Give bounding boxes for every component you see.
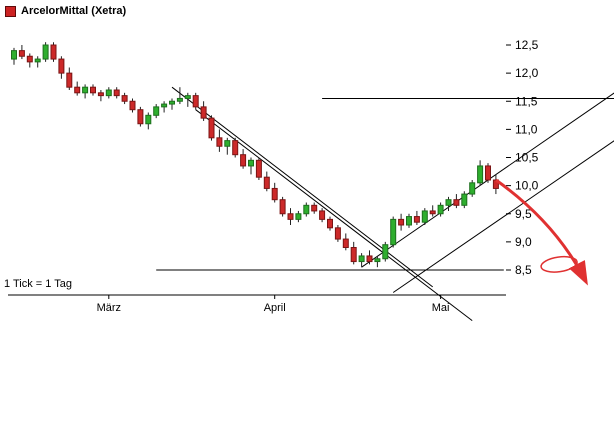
candle-body-down <box>113 89 120 97</box>
candle-body-down <box>137 109 144 125</box>
highlight-ellipse <box>540 255 578 273</box>
candle-body-up <box>105 89 112 97</box>
candle-body-up <box>477 165 484 184</box>
candle-body-up <box>461 193 468 206</box>
x-axis-label: März <box>97 302 121 314</box>
candle-body-up <box>82 86 89 94</box>
candle-body-down <box>255 159 262 178</box>
candle-body-down <box>398 218 405 226</box>
candle-body-down <box>129 100 136 111</box>
y-axis-label: 12,0 <box>515 66 539 80</box>
candle-body-down <box>121 95 128 102</box>
candle-body-up <box>295 213 302 220</box>
candle-body-up <box>248 159 254 167</box>
candle-body-down <box>279 199 286 215</box>
candle-body-down <box>342 238 349 248</box>
y-axis-label: 11,5 <box>515 94 538 108</box>
y-axis-label: 10,0 <box>515 179 539 193</box>
candle-body-down <box>18 50 25 57</box>
candle-body-down <box>453 199 460 206</box>
candle-body-up <box>34 58 41 63</box>
candle-body-up <box>437 204 444 215</box>
candle-body-down <box>50 44 57 60</box>
candle-body-down <box>413 216 420 223</box>
candle-body-down <box>311 204 318 212</box>
projection-arrow <box>495 178 588 286</box>
candle-body-down <box>319 210 326 220</box>
trendline <box>171 86 434 288</box>
candle-body-down <box>192 95 199 108</box>
candle-body-down <box>200 106 207 119</box>
candle-body-up <box>469 182 476 195</box>
candle-body-up <box>11 50 17 60</box>
candle-body-up <box>390 218 397 246</box>
candle-body-down <box>350 247 357 263</box>
candle-body-up <box>42 44 49 60</box>
candle-body-down <box>271 187 278 201</box>
candle-body-down <box>240 154 247 167</box>
tick-interval-note: 1 Tick = 1 Tag <box>4 278 72 290</box>
candle-body-up <box>445 199 452 206</box>
y-axis-label: 9,0 <box>515 235 532 249</box>
y-axis-label: 12,5 <box>515 38 539 52</box>
candle-body-up <box>358 255 365 263</box>
candle-body-up <box>176 97 183 102</box>
candle-body-up <box>224 140 231 147</box>
candle-body-up <box>406 216 412 226</box>
candle-body-down <box>90 86 96 94</box>
candle-body-down <box>97 92 104 97</box>
candle-body-down <box>26 55 33 63</box>
y-axis-label: 9,5 <box>515 207 532 221</box>
trendline <box>195 109 473 322</box>
candle-body-down <box>287 213 294 220</box>
candle-body-up <box>374 258 381 263</box>
candle-body-up <box>145 114 152 125</box>
candle-body-down <box>485 165 491 181</box>
candle-body-up <box>184 95 191 99</box>
candle-body-up <box>169 100 175 105</box>
candle-body-up <box>303 204 310 215</box>
candle-body-down <box>74 86 81 94</box>
candle-body-down <box>263 176 270 189</box>
y-axis-label: 8,5 <box>515 263 532 277</box>
x-axis-label: April <box>264 302 286 314</box>
candle-body-down <box>366 255 373 263</box>
candle-body-up <box>161 103 168 108</box>
chart-title: ArcelorMittal (Xetra) <box>21 5 127 17</box>
y-axis-label: 10,5 <box>515 151 539 165</box>
candle-body-down <box>66 72 73 88</box>
candle-body-up <box>421 210 428 223</box>
candle-body-down <box>429 210 436 215</box>
chart-header: ArcelorMittal (Xetra) <box>5 5 126 17</box>
candle-body-up <box>382 244 389 260</box>
candle-body-down <box>216 137 223 147</box>
candle-body-up <box>153 106 160 116</box>
candle-body-down <box>232 140 239 156</box>
candle-body-down <box>58 58 65 74</box>
x-axis-label: Mai <box>432 302 450 314</box>
y-axis-label: 11,0 <box>515 122 538 136</box>
candle-body-down <box>334 227 341 240</box>
trendline <box>392 140 614 293</box>
instrument-legend-icon <box>5 5 16 17</box>
candle-body-down <box>208 117 215 139</box>
candle-body-down <box>327 218 333 229</box>
